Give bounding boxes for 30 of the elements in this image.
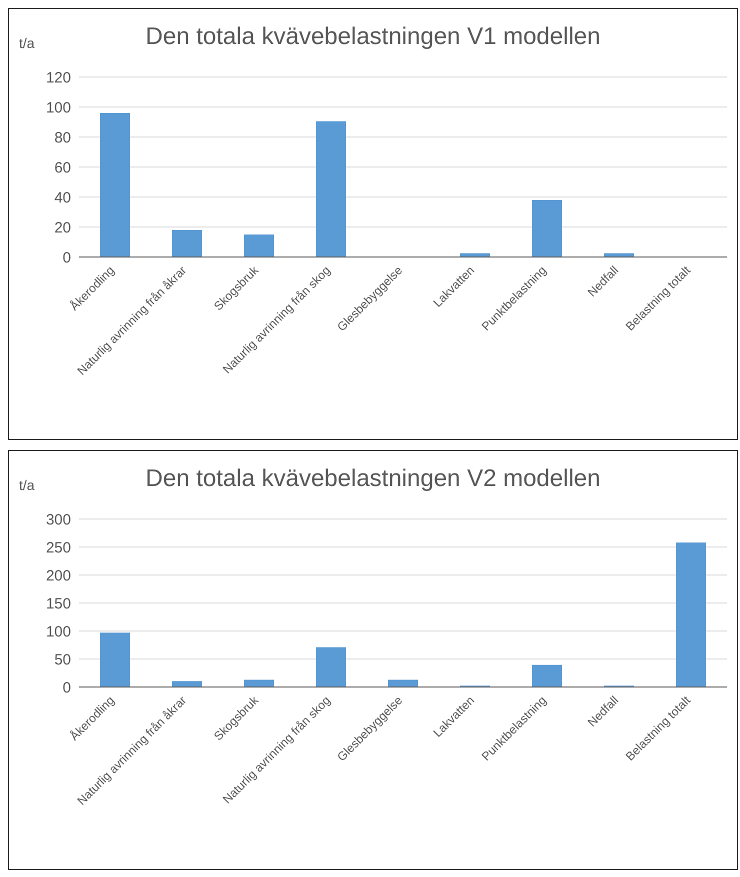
chart-title: Den totala kvävebelastningen V2 modellen: [146, 465, 600, 492]
y-axis-title: t/a: [19, 477, 35, 493]
bar: [532, 200, 562, 257]
bar: [244, 234, 274, 257]
y-tick-label: 200: [46, 567, 71, 584]
y-tick-label: 0: [62, 249, 71, 266]
y-tick-label: 300: [46, 511, 71, 528]
y-tick-label: 100: [46, 623, 71, 640]
y-tick-label: 0: [62, 679, 71, 696]
bar: [100, 632, 130, 687]
bar: [244, 680, 274, 687]
y-tick-label: 80: [54, 129, 71, 146]
bar: [172, 230, 202, 257]
chart-title: Den totala kvävebelastningen V1 modellen: [146, 23, 600, 50]
y-tick-label: 250: [46, 539, 71, 556]
bar: [316, 121, 346, 257]
bar: [532, 664, 562, 687]
y-tick-label: 100: [46, 99, 71, 116]
y-tick-label: 150: [46, 595, 71, 612]
y-tick-label: 120: [46, 69, 71, 86]
bar: [388, 680, 418, 687]
y-tick-label: 40: [54, 189, 71, 206]
bar: [172, 681, 202, 687]
y-tick-label: 50: [54, 651, 71, 668]
y-tick-label: 60: [54, 159, 71, 176]
y-axis-title: t/a: [19, 35, 35, 51]
bar: [100, 113, 130, 257]
bar: [676, 542, 706, 687]
bar: [316, 647, 346, 687]
y-tick-label: 20: [54, 219, 71, 236]
